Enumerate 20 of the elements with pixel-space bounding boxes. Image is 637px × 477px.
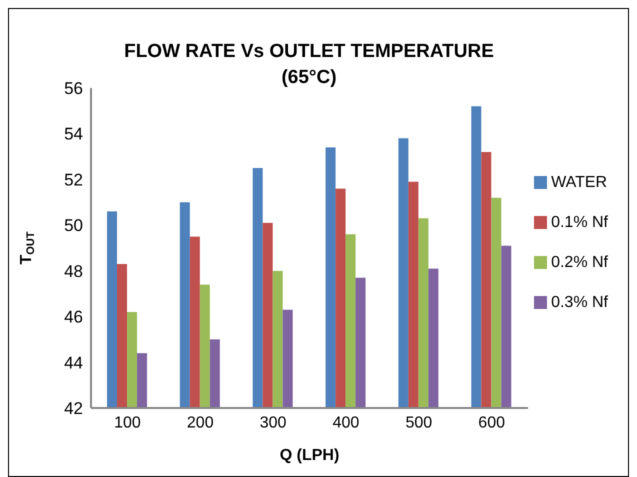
x-tick-label: 400 (332, 414, 360, 432)
y-tick-label: 44 (64, 353, 83, 372)
y-tick-label: 46 (64, 308, 83, 327)
y-tick-label: 48 (64, 262, 83, 281)
x-tick-label: 200 (186, 414, 214, 432)
y-tick-label: 52 (64, 170, 83, 190)
y-tick-label: 42 (64, 399, 83, 418)
chart-title: FLOW RATE Vs OUTLET TEMPERATURE (65°C) (124, 41, 494, 88)
legend-label: 0.1% Nf (551, 214, 608, 230)
y-tick-label: 50 (64, 216, 83, 236)
x-tick-label: 600 (478, 414, 506, 432)
legend-label: WATER (551, 174, 608, 190)
x-tick-label: 500 (405, 414, 432, 432)
y-tick-label: 54 (64, 124, 83, 144)
x-tick-label: 300 (260, 414, 287, 432)
x-axis-title: Q (LPH) (280, 447, 340, 464)
y-tick-label: 56 (64, 79, 83, 98)
legend-label: 0.2% Nf (551, 254, 608, 270)
legend-label: 0.3% Nf (551, 294, 608, 310)
x-tick-label: 100 (114, 414, 141, 432)
